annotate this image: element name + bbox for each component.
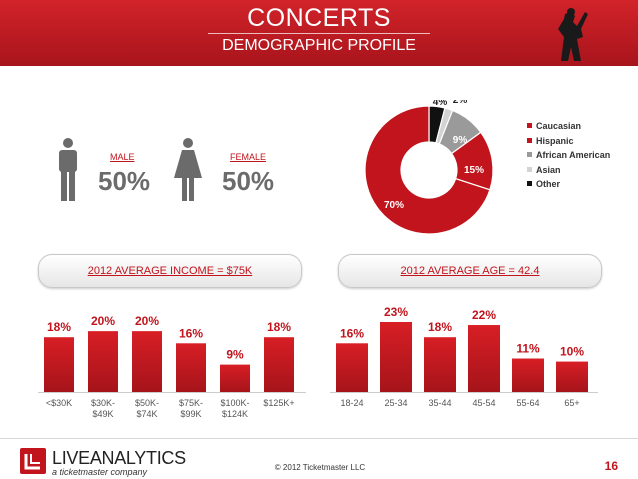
legend-swatch — [527, 152, 532, 157]
category-label: $75K- — [179, 398, 203, 408]
donut-value-label: 15% — [464, 165, 484, 176]
page-subtitle: DEMOGRAPHIC PROFILE — [222, 37, 416, 54]
bar-value-label: 22% — [472, 308, 496, 322]
legend-item: Other — [527, 178, 610, 193]
legend-item: Asian — [527, 164, 610, 179]
guitarist-icon — [558, 8, 588, 61]
legend-swatch — [527, 137, 532, 143]
bar-value-label: 16% — [179, 326, 203, 340]
age-heading-box: 2012 AVERAGE AGE = 42.4 — [338, 254, 602, 288]
category-label: <$30K — [46, 398, 72, 408]
legend-swatch — [527, 166, 532, 172]
logo-text: LIVEANALYTICS — [52, 448, 186, 468]
bar-value-label: 16% — [340, 326, 364, 340]
bar-value-label: 20% — [91, 314, 115, 328]
category-label: $74K — [136, 409, 157, 419]
category-label: 45-54 — [472, 398, 495, 408]
male-icon — [59, 138, 77, 201]
bar-value-label: 23% — [384, 305, 408, 319]
donut-value-label: 4% — [433, 100, 448, 108]
bar — [468, 325, 500, 392]
bar — [264, 337, 294, 392]
logo-subtitle: a ticketmaster company — [52, 467, 148, 477]
bar — [44, 337, 74, 392]
category-label: 65+ — [564, 398, 579, 408]
category-label: $99K — [180, 409, 201, 419]
bar-value-label: 20% — [135, 314, 159, 328]
page-number: 16 — [604, 459, 618, 473]
bar — [220, 364, 250, 392]
legend-item: Hispanic — [527, 135, 610, 150]
bar-value-label: 9% — [226, 348, 244, 362]
bar — [424, 337, 456, 392]
liveanalytics-logo-icon — [20, 448, 46, 474]
category-label: 55-64 — [516, 398, 539, 408]
donut-slice-caucasian — [364, 105, 491, 235]
female-icon — [174, 138, 202, 201]
category-label: $124K — [222, 409, 248, 419]
legend-label: Other — [536, 179, 561, 189]
page-title: CONCERTS — [247, 4, 391, 32]
title-divider — [208, 33, 430, 34]
category-label: $30K- — [91, 398, 115, 408]
male-label: MALE — [110, 152, 135, 162]
category-label: $100K- — [220, 398, 249, 408]
bar-value-label: 18% — [47, 320, 71, 334]
category-label: $49K — [92, 409, 113, 419]
legend-label: Asian — [536, 164, 561, 175]
female-value: 50% — [222, 166, 275, 196]
bar-value-label: 18% — [428, 320, 452, 334]
bar-value-label: 18% — [267, 320, 291, 334]
income-heading: 2012 AVERAGE INCOME = $75K — [87, 265, 253, 277]
legend-item: African American — [527, 149, 610, 164]
bar — [512, 358, 544, 392]
male-value: 50% — [98, 166, 151, 196]
legend-item: Caucasian — [527, 120, 610, 135]
legend-swatch — [527, 181, 532, 186]
bar — [176, 343, 206, 392]
income-bar-chart: 18% <$30K 20% $30K-$49K 20% $50K-$74K 16% $75K-… — [38, 314, 306, 419]
footer-divider — [0, 438, 638, 439]
legend-label: Hispanic — [536, 135, 574, 146]
bar-value-label: 11% — [516, 342, 540, 356]
ethnicity-donut-chart: 4% 2% 9% 15% 70% — [364, 100, 494, 235]
category-label: 25-34 — [384, 398, 407, 408]
female-label: FEMALE — [230, 152, 267, 162]
bar — [336, 343, 368, 392]
donut-value-label: 9% — [453, 135, 468, 146]
legend-label: Caucasian — [536, 121, 582, 131]
ethnicity-legend: Caucasian Hispanic African American Asia… — [527, 120, 610, 193]
bar — [88, 331, 118, 392]
copyright: © 2012 Ticketmaster LLC — [274, 463, 366, 472]
category-label: $50K- — [135, 398, 159, 408]
donut-value-label: 2% — [453, 100, 468, 106]
donut-value-label: 70% — [384, 200, 404, 211]
bar — [556, 361, 588, 392]
age-bar-chart: 16% 18-24 23% 25-34 18% 35-44 22% 45-54 11% 55-64… — [330, 305, 598, 408]
category-label: 18-24 — [340, 398, 363, 408]
bar-value-label: 10% — [560, 345, 584, 359]
header-banner: CONCERTS DEMOGRAPHIC PROFILE — [0, 0, 638, 66]
category-label: $125K+ — [263, 398, 294, 408]
legend-label: African American — [536, 150, 611, 160]
age-heading: 2012 AVERAGE AGE = 42.4 — [400, 265, 540, 277]
footer: LIVEANALYTICS a ticketmaster company © 2… — [0, 438, 638, 479]
bar — [132, 331, 162, 392]
legend-swatch — [527, 123, 532, 128]
income-heading-box: 2012 AVERAGE INCOME = $75K — [38, 254, 302, 288]
category-label: 35-44 — [428, 398, 451, 408]
bar — [380, 322, 412, 392]
